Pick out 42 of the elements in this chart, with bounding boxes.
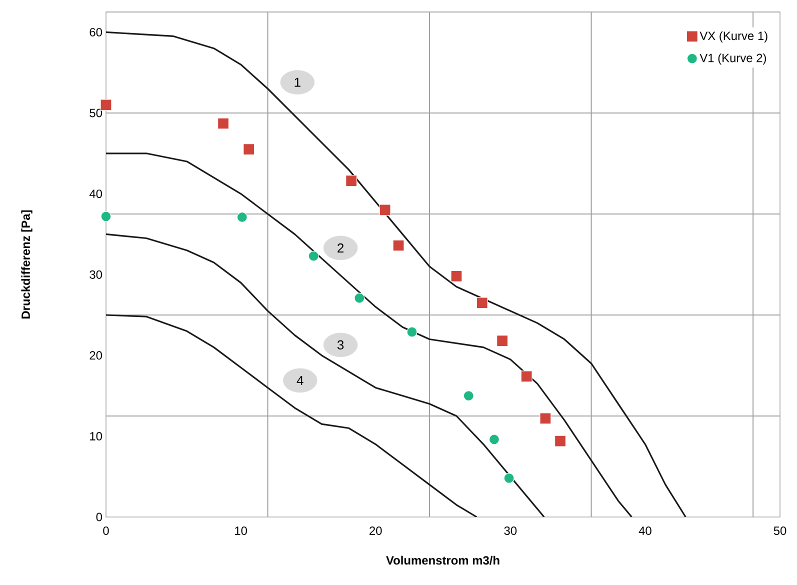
point — [554, 435, 566, 447]
point — [406, 326, 418, 338]
point — [450, 270, 462, 282]
x-tick-label: 0 — [103, 526, 109, 535]
point — [100, 211, 112, 222]
y-axis-title: Druckdifferenz [Pa] — [21, 210, 32, 319]
point — [217, 118, 230, 130]
x-tick-label: 20 — [370, 526, 382, 535]
point — [520, 370, 532, 382]
point — [346, 175, 358, 187]
annotation: 1 — [294, 78, 300, 87]
point — [496, 335, 508, 347]
point — [392, 240, 404, 252]
x-axis-title: Volumenstrom m3/h — [386, 556, 500, 565]
annotation: 3 — [337, 340, 344, 350]
y-tick-label: 60 — [90, 28, 102, 36]
x-tick-label: 10 — [235, 526, 247, 535]
x-tick-label: 40 — [638, 526, 652, 535]
point — [540, 412, 552, 424]
x-tick-label: 50 — [774, 526, 786, 535]
point — [463, 390, 474, 402]
annotation: 4 — [296, 376, 304, 385]
y-tick-label: 40 — [89, 190, 102, 198]
y-tick-label: 0 — [96, 512, 102, 522]
point — [354, 292, 365, 304]
legend-label: V1 (Kurve 2) — [700, 53, 766, 65]
y-tick-label: 10 — [90, 432, 102, 440]
point — [504, 472, 514, 484]
point — [243, 144, 255, 156]
point — [236, 212, 248, 223]
y-tick-label: 20 — [90, 351, 102, 360]
point — [488, 434, 500, 445]
x-tick-label: 30 — [504, 526, 517, 535]
y-tick-label: 50 — [90, 108, 102, 118]
line-series — [106, 314, 478, 517]
point — [308, 250, 319, 262]
y-tick-label: 30 — [90, 270, 102, 279]
point — [100, 99, 112, 111]
legend-label: VX (Kurve 1) — [700, 31, 768, 42]
point — [379, 204, 391, 216]
annotation: 2 — [338, 243, 344, 252]
point — [476, 297, 488, 309]
